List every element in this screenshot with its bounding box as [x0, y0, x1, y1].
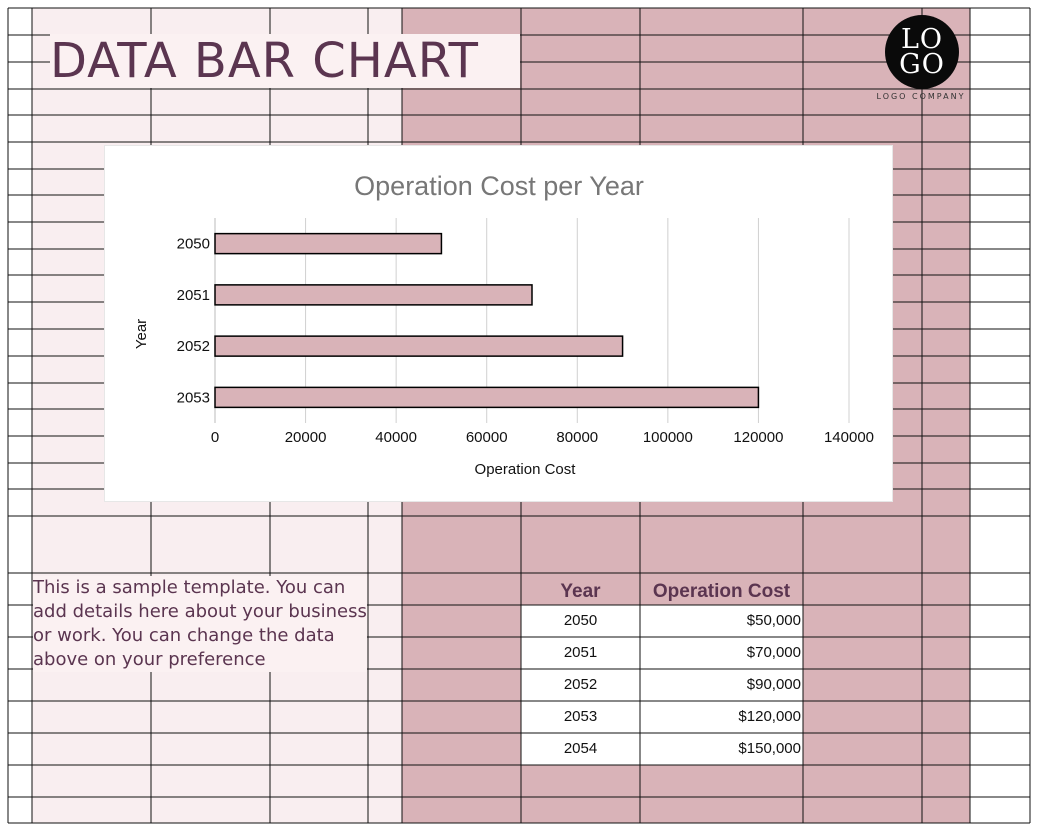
table-cell-cost: $120,000: [738, 708, 801, 725]
table-cell-year: 2052: [563, 676, 598, 693]
table-cell-year: 2051: [563, 644, 598, 661]
x-tick-label: 40000: [375, 429, 417, 446]
y-tick-label: 2050: [177, 236, 210, 253]
x-tick-label: 120000: [733, 429, 783, 446]
x-tick-label: 60000: [466, 429, 508, 446]
table-cell-year: 2050: [563, 612, 598, 629]
page-title: DATA BAR CHART: [50, 34, 520, 88]
y-tick-label: 2053: [177, 389, 210, 406]
chart-area: Operation Cost per Year 0 20000 40000 60000 8…: [104, 145, 893, 502]
table-cell-cost: $70,000: [746, 644, 801, 661]
y-tick-label: 2052: [177, 338, 210, 355]
x-tick-label: 140000: [824, 429, 874, 446]
chart-title: Operation Cost per Year: [354, 171, 644, 201]
table-header-cost: Operation Cost: [652, 581, 791, 602]
table-cell-cost: $90,000: [746, 676, 801, 693]
bar-chart: Operation Cost per Year 0 20000 40000 60000 8…: [133, 171, 874, 478]
table-header-year: Year: [560, 581, 601, 602]
bar: [214, 232, 443, 255]
y-axis-label: Year: [133, 319, 150, 349]
x-axis-label: Operation Cost: [475, 461, 577, 478]
x-tick-label: 80000: [556, 429, 598, 446]
logo-line1: LO: [900, 24, 944, 55]
bar: [214, 335, 624, 357]
y-tick-label: 2051: [177, 287, 210, 304]
x-tick-label: 0: [211, 429, 219, 446]
x-tick-label: 20000: [285, 429, 327, 446]
table-cell-cost: $150,000: [738, 740, 801, 757]
logo-company: LOGO COMPANY: [876, 92, 966, 101]
bar: [214, 284, 533, 306]
note-text: This is a sample template. You can add d…: [33, 576, 367, 672]
logo-icon: LO GO: [885, 15, 959, 89]
table-cell-cost: $50,000: [746, 612, 801, 629]
logo-line2: GO: [899, 49, 945, 80]
x-tick-label: 100000: [643, 429, 693, 446]
table-cell-year: 2053: [563, 708, 598, 725]
table-cell-year: 2054: [563, 740, 598, 757]
bar: [214, 386, 760, 409]
